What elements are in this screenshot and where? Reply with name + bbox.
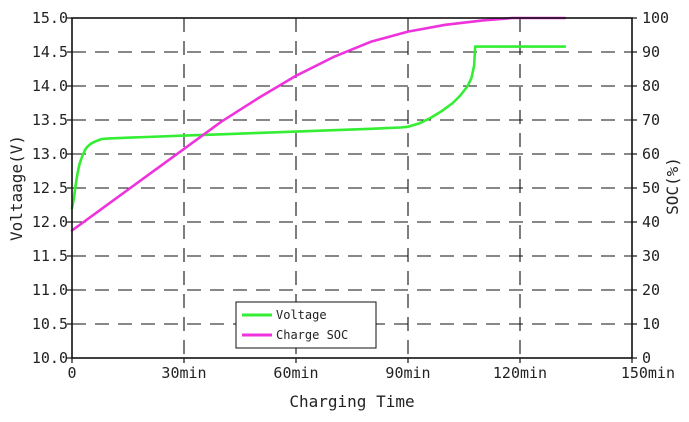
x-axis-title: Charging Time [289,392,414,411]
y-left-tick-label: 15.0 [32,9,68,27]
grid [67,17,637,363]
tick-labels: 10.0 10.5 11.0 11.5 12.0 12.5 13.0 13.5 14.0 14.5… [32,9,675,382]
y-right-tick-label: 100 [642,9,669,27]
y-left-tick-label: 11.5 [32,247,68,265]
y-right-tick-label: 60 [642,145,660,163]
plot-frame [71,17,633,359]
legend: Voltage Charge SOC [235,301,377,349]
y-right-tick-label: 20 [642,281,660,299]
y-left-tick-label: 12.0 [32,213,68,231]
x-tick-label: 30min [161,364,206,382]
y-right-tick-label: 80 [642,77,660,95]
legend-label-voltage: Voltage [276,308,327,322]
y-right-tick-label: 50 [642,179,660,197]
y-right-tick-label: 70 [642,111,660,129]
y-right-tick-label: 10 [642,315,660,333]
x-tick-label: 150min [621,364,675,382]
x-tick-label: 90min [385,364,430,382]
y-right-tick-label: 90 [642,43,660,61]
y-left-tick-label: 11.0 [32,281,68,299]
y-left-tick-label: 10.0 [32,349,68,367]
y-left-tick-label: 14.5 [32,43,68,61]
legend-label-charge-soc: Charge SOC [276,328,348,342]
series-layer [70,16,567,232]
x-tick-label: 60min [273,364,318,382]
y-left-tick-label: 12.5 [32,179,68,197]
x-tick-label: 120min [493,364,547,382]
y-right-tick-label: 40 [642,213,660,231]
y-left-tick-label: 13.5 [32,111,68,129]
legend-box [235,301,377,349]
y-left-tick-label: 14.0 [32,77,68,95]
y-axis-left-title: Voltaage(V) [7,135,26,241]
series-line-charge-soc [70,16,567,232]
y-right-tick-label: 30 [642,247,660,265]
y-axis-right-title: SOC(%) [663,157,682,215]
series-line-voltage [70,45,567,210]
x-tick-label: 0 [67,364,76,382]
y-left-tick-label: 10.5 [32,315,68,333]
y-right-tick-label: 0 [642,349,651,367]
y-left-tick-label: 13.0 [32,145,68,163]
